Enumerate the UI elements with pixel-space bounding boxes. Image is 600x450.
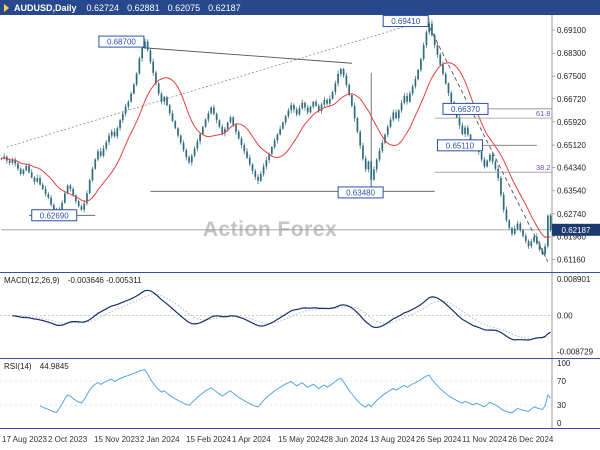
price-flag: 0.66370	[442, 102, 489, 115]
x-axis-label: 2 Jan 2024	[140, 435, 180, 444]
candlestick-series	[0, 20, 552, 258]
x-axis-label: 1 Apr 2024	[232, 435, 271, 444]
x-axis-label: 17 Aug 2023	[2, 435, 47, 444]
price-flag: 0.68700	[98, 35, 145, 48]
price-panel: Action Forex 0.69100 0.68300 0.67500 0.6672…	[0, 15, 600, 272]
macd-chart-canvas[interactable]: 0.008901 0.00 -0.008729	[0, 273, 600, 358]
x-axis-label: 26 Sep 2024	[416, 435, 462, 444]
ohlc-open: 0.62724	[86, 2, 120, 13]
price-flag: 0.62690	[31, 209, 78, 222]
y-axis-tick-label: 0.61160	[557, 255, 586, 264]
macd-axis-label: 0.008901	[557, 275, 591, 284]
ohlc-low: 0.62075	[167, 2, 201, 13]
chart-titlebar: AUDUSD,Daily 0.62724 0.62881 0.62075 0.6…	[0, 0, 600, 15]
svg-text:0.65110: 0.65110	[446, 141, 475, 150]
price-flag: 0.63480	[337, 186, 384, 199]
y-axis-tick-label: 0.61960	[557, 232, 586, 241]
y-axis-tick-label: 0.69100	[557, 26, 586, 35]
trendline	[142, 47, 352, 64]
x-axis: 17 Aug 2023 2 Oct 2023 15 Nov 2023 2 Jan 20…	[0, 428, 600, 450]
moving-average-line	[1, 62, 551, 238]
svg-text:0.69410: 0.69410	[391, 17, 420, 26]
fib-level-label: 61.8	[536, 109, 551, 118]
macd-signal-line	[12, 293, 551, 340]
x-axis-label: 15 May 2024	[278, 435, 325, 444]
svg-text:0.63480: 0.63480	[346, 188, 375, 197]
macd-axis-label: 0.00	[557, 312, 573, 321]
y-axis-tick-label: 0.64340	[557, 164, 586, 173]
svg-text:0.66370: 0.66370	[451, 105, 480, 114]
y-axis-tick-label: 0.66720	[557, 95, 586, 104]
x-axis-label: 28 Jun 2024	[324, 435, 369, 444]
y-axis-tick-label: 0.63540	[557, 187, 586, 196]
y-axis-tick-label: 0.67500	[557, 72, 586, 81]
y-axis-tick-label: 0.65120	[557, 141, 586, 150]
macd-name: MACD(12,26,9)	[4, 276, 60, 285]
rsi-axis-label: 30	[557, 401, 566, 410]
rsi-panel: RSI(14) 44.9845 100 70 30 0	[0, 358, 600, 428]
x-axis-label: 15 Nov 2023	[94, 435, 140, 444]
x-axis-label: 15 Feb 2024	[186, 435, 231, 444]
rsi-axis-label: 70	[557, 377, 566, 386]
symbol-timeframe-label: AUDUSD,Daily	[14, 2, 77, 13]
svg-text:0.68700: 0.68700	[107, 38, 136, 47]
rsi-chart-canvas[interactable]: 100 70 30 0	[0, 359, 600, 428]
rsi-name: RSI(14)	[4, 362, 32, 371]
rsi-indicator-label: RSI(14) 44.9845	[4, 362, 69, 371]
chart-symbol-icon	[4, 3, 9, 12]
rsi-line	[39, 369, 551, 414]
ohlc-high: 0.62881	[127, 2, 160, 13]
rsi-axis-label: 100	[557, 359, 571, 368]
main-chart-canvas[interactable]: 0.69100 0.68300 0.67500 0.66720 0.65920 0.651…	[0, 15, 600, 272]
current-price-flag: 0.62187	[552, 223, 600, 236]
y-axis-tick-label: 0.65920	[557, 118, 586, 127]
svg-text:0.62187: 0.62187	[562, 226, 591, 235]
x-axis-label: 13 Aug 2024	[370, 435, 415, 444]
macd-line	[12, 289, 551, 341]
y-axis-tick-label: 0.62740	[557, 210, 586, 219]
ohlc-close: 0.62187	[208, 2, 241, 13]
rsi-value: 44.9845	[39, 362, 69, 371]
macd-indicator-label: MACD(12,26,9) -0.003646 -0.005311	[4, 276, 142, 285]
macd-axis-label: -0.008729	[557, 347, 594, 356]
x-axis-label: 2 Oct 2023	[48, 435, 88, 444]
svg-text:0.62690: 0.62690	[40, 211, 69, 220]
trendline	[426, 20, 549, 263]
rsi-axis-label: 0	[557, 419, 562, 428]
macd-values: -0.003646 -0.005311	[67, 276, 142, 285]
macd-panel: MACD(12,26,9) -0.003646 -0.005311 0.0089…	[0, 272, 600, 358]
x-axis-label: 26 Dec 2024	[508, 435, 554, 444]
x-axis-label: 11 Nov 2024	[462, 435, 507, 444]
y-axis-tick-label: 0.68300	[557, 49, 586, 58]
price-flag: 0.69410	[382, 15, 429, 28]
price-flag: 0.65110	[436, 139, 483, 152]
fib-level-label: 38.2	[536, 163, 551, 172]
